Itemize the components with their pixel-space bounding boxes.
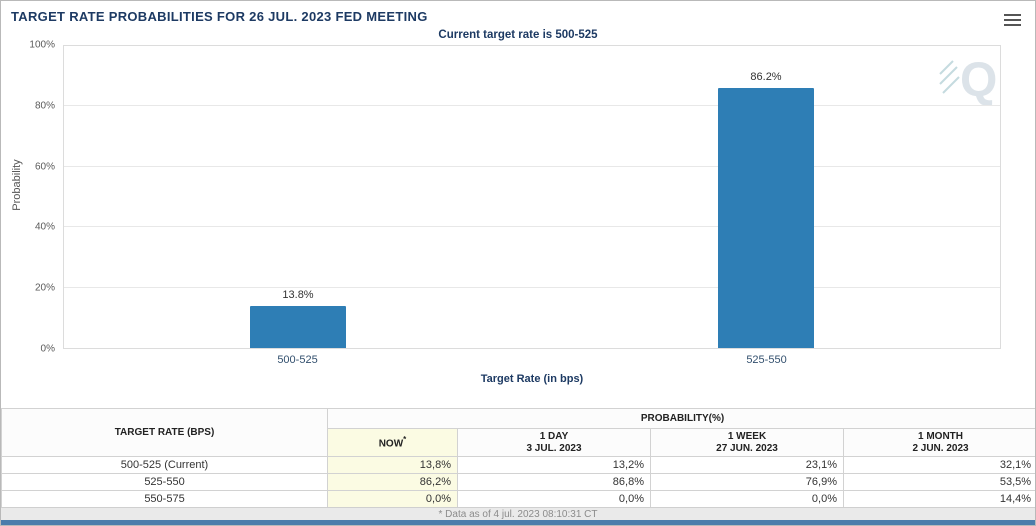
probability-cell: 76,9% (650, 473, 844, 491)
rate-cell: 500-525 (Current) (1, 456, 328, 474)
bar-value-label: 86.2% (750, 70, 782, 83)
gridline (64, 286, 1000, 288)
probability-cell: 0,0% (650, 490, 844, 508)
rate-cell: 525-550 (1, 473, 328, 491)
y-tick-label: 80% (34, 100, 55, 112)
probability-cell: 32,1% (842, 456, 1035, 474)
col-header-1-week: 1 WEEK 27 JUN. 2023 (650, 428, 844, 457)
probability-cell: 86,2% (327, 473, 458, 491)
chart-subtitle: Current target rate is 500-525 (438, 29, 598, 41)
y-tick-label: 0% (40, 343, 55, 355)
col-group-header-probability: PROBABILITY(%) (326, 408, 1035, 429)
bar-500-525[interactable] (250, 306, 346, 348)
y-tick-label: 20% (34, 282, 55, 294)
data-asof-note: * Data as of 4 jul. 2023 08:10:31 CT (1, 507, 1035, 521)
gridline (64, 165, 1000, 167)
table-row: 525-550 86,2% 86,8% 76,9% 53,5% (1, 473, 1035, 491)
col-header-now: NOW* (327, 428, 458, 457)
table-row: 550-575 0,0% 0,0% 0,0% 14,4% (1, 490, 1035, 508)
bottom-accent-bar (1, 520, 1035, 525)
probability-cell: 53,5% (842, 473, 1035, 491)
y-tick-label: 100% (29, 39, 55, 51)
y-tick-label: 60% (34, 161, 55, 173)
probability-cell: 86,8% (457, 473, 651, 491)
probability-cell: 14,4% (842, 490, 1035, 508)
probability-cell: 13,2% (457, 456, 651, 474)
probability-cell: 0,0% (457, 490, 651, 508)
x-axis-categories: 500-525 525-550 (63, 354, 1001, 368)
plot-area: Q 13.8% 86.2% (63, 45, 1001, 349)
rate-cell: 550-575 (1, 490, 328, 508)
x-category-label: 500-525 (277, 354, 318, 366)
gridline (64, 226, 1000, 228)
x-axis-title: Target Rate (in bps) (480, 373, 584, 385)
col-header-1-day: 1 DAY 3 JUL. 2023 (457, 428, 651, 457)
bar-525-550[interactable] (718, 87, 814, 348)
bar-value-label: 13.8% (282, 289, 314, 302)
chart-menu-button[interactable] (1001, 11, 1023, 29)
hamburger-icon (1003, 13, 1021, 17)
page-title: TARGET RATE PROBABILITIES FOR 26 JUL. 20… (11, 9, 428, 24)
probability-table: TARGET RATE (BPS) PROBABILITY(%) NOW* 1 D… (1, 408, 1035, 508)
watermark-logo-icon: Q (938, 52, 997, 111)
probability-cell: 13,8% (327, 456, 458, 474)
col-header-target-rate: TARGET RATE (BPS) (1, 408, 328, 457)
table-row: 500-525 (Current) 13,8% 13,2% 23,1% 32,1% (1, 456, 1035, 474)
probability-cell: 0,0% (327, 490, 458, 508)
y-axis-ticks: 0% 20% 40% 60% 80% 100% (1, 40, 57, 355)
y-tick-label: 40% (34, 221, 55, 233)
col-header-1-month: 1 MONTH 2 JUN. 2023 (842, 428, 1035, 457)
x-category-label: 525-550 (746, 354, 787, 366)
svg-text:Q: Q (960, 54, 996, 106)
gridline (64, 105, 1000, 107)
probability-cell: 23,1% (650, 456, 844, 474)
